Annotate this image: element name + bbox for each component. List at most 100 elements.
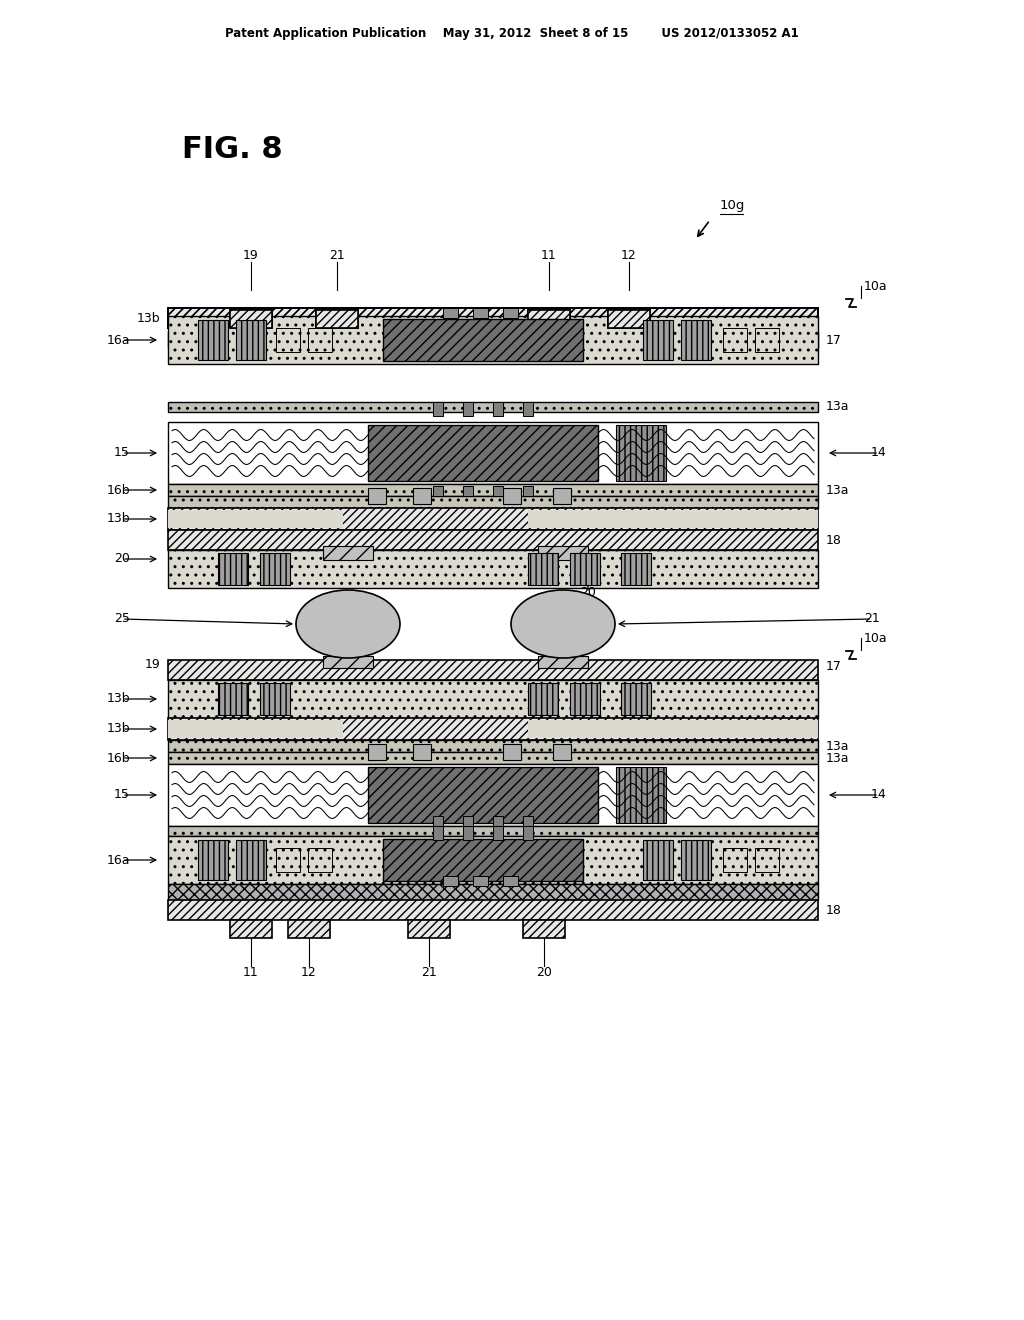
Bar [643,319,673,360]
Text: 11: 11 [541,249,557,261]
Bar [168,333,818,348]
Text: 20: 20 [114,553,130,565]
Bar [168,718,818,741]
Bar [681,840,711,880]
Bar [755,327,779,352]
Bar [236,840,266,880]
Bar [168,764,818,826]
Bar [493,826,503,840]
Bar [433,826,443,840]
Text: 10a: 10a [864,631,888,644]
Text: 19: 19 [243,249,259,261]
Bar [413,488,431,504]
Bar [443,876,458,886]
Text: 13a: 13a [826,483,850,496]
Bar [168,403,818,412]
Bar [616,767,666,822]
Text: 12: 12 [622,249,637,261]
Bar [168,719,343,738]
Text: 13a: 13a [826,751,850,764]
Bar [723,327,746,352]
Bar [260,553,290,585]
Bar [323,546,373,560]
Bar [198,319,228,360]
Bar [368,425,598,480]
Bar [608,310,650,327]
Bar [473,308,488,318]
Text: 12: 12 [301,966,316,979]
Bar [493,816,503,826]
Bar [168,308,818,327]
Text: 13b: 13b [106,693,130,705]
Bar [168,422,818,484]
Bar [260,682,290,715]
Bar [368,488,386,504]
Text: 21: 21 [329,249,345,261]
Bar [198,840,228,880]
Bar [168,741,818,752]
Text: 20: 20 [580,586,596,599]
Bar [230,310,272,327]
Bar [168,752,818,764]
Bar [473,876,488,886]
Bar [621,682,651,715]
Bar [755,847,779,873]
Text: 17: 17 [826,334,842,346]
Bar [168,660,818,680]
Text: 16a: 16a [106,854,130,866]
Bar [383,319,583,360]
Bar [528,310,570,327]
Bar [463,816,473,826]
Bar [493,403,503,416]
Text: FIG. 8: FIG. 8 [182,136,283,165]
Bar [538,656,588,668]
Text: 15: 15 [114,788,130,801]
Bar [308,847,332,873]
Text: 14: 14 [871,446,887,459]
Bar [168,484,818,496]
Bar [523,486,534,496]
Bar [463,486,473,496]
Bar [230,310,272,327]
Bar [570,682,600,715]
Text: 18: 18 [826,903,842,916]
Bar [323,656,373,668]
Bar [276,327,300,352]
Text: 21: 21 [864,612,880,626]
Bar [528,719,818,738]
Bar [218,682,248,715]
Text: 13a: 13a [826,400,850,413]
Text: 18: 18 [826,533,842,546]
Bar [168,308,818,327]
Bar [523,816,534,826]
Text: 15: 15 [114,446,130,459]
Text: 19: 19 [144,659,160,672]
Bar [523,826,534,840]
Bar [168,836,818,884]
Text: 13a: 13a [826,739,850,752]
Bar [503,876,518,886]
Text: 10a: 10a [864,280,888,293]
Bar [616,425,666,480]
Bar [230,920,272,939]
Bar [463,403,473,416]
Text: 13b: 13b [106,512,130,525]
Bar [316,310,358,327]
Bar [528,310,570,327]
Bar [288,920,330,939]
Ellipse shape [511,590,615,657]
Bar [413,744,431,760]
Text: Patent Application Publication    May 31, 2012  Sheet 8 of 15        US 2012/013: Patent Application Publication May 31, 2… [225,26,799,40]
Bar [643,840,673,880]
Bar [433,486,443,496]
Bar [308,327,332,352]
Text: 25: 25 [114,612,130,626]
Bar [503,744,521,760]
Text: 13b: 13b [106,722,130,735]
Text: 17: 17 [826,660,842,673]
Text: 13b: 13b [136,312,160,325]
Bar [168,496,818,508]
Text: 14: 14 [871,788,887,801]
Bar [236,319,266,360]
Bar [621,553,651,585]
